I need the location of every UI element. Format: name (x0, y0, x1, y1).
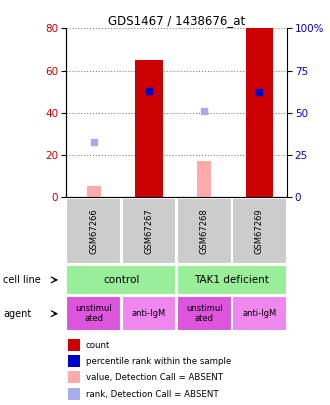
Bar (68, 371, 81, 383)
Text: rank, Detection Call = ABSENT: rank, Detection Call = ABSENT (86, 390, 218, 399)
Text: anti-IgM: anti-IgM (242, 309, 277, 318)
Text: unstimul
ated: unstimul ated (186, 304, 222, 323)
Bar (135, 60, 163, 197)
Bar (68, 339, 81, 351)
Text: GSM67266: GSM67266 (89, 208, 98, 254)
Text: anti-IgM: anti-IgM (132, 309, 166, 318)
Bar (177, 265, 287, 295)
Bar (87, 186, 101, 197)
Bar (197, 161, 211, 197)
Text: GSM67269: GSM67269 (255, 208, 264, 254)
Text: cell line: cell line (3, 275, 41, 285)
Bar (232, 296, 287, 331)
Bar (121, 296, 176, 331)
Bar (66, 296, 121, 331)
Text: agent: agent (3, 309, 32, 319)
Bar (232, 198, 287, 264)
Bar (246, 28, 273, 197)
Text: GSM67268: GSM67268 (200, 208, 209, 254)
Bar (177, 296, 232, 331)
Text: count: count (86, 341, 110, 350)
Bar (68, 355, 81, 367)
Title: GDS1467 / 1438676_at: GDS1467 / 1438676_at (108, 14, 245, 27)
Bar (66, 198, 121, 264)
Bar (68, 388, 81, 400)
Text: GSM67267: GSM67267 (145, 208, 153, 254)
Bar (177, 198, 232, 264)
Text: control: control (103, 275, 140, 285)
Bar (121, 198, 176, 264)
Bar (66, 265, 176, 295)
Text: percentile rank within the sample: percentile rank within the sample (86, 357, 231, 366)
Text: unstimul
ated: unstimul ated (75, 304, 112, 323)
Text: TAK1 deficient: TAK1 deficient (194, 275, 269, 285)
Text: value, Detection Call = ABSENT: value, Detection Call = ABSENT (86, 373, 223, 382)
